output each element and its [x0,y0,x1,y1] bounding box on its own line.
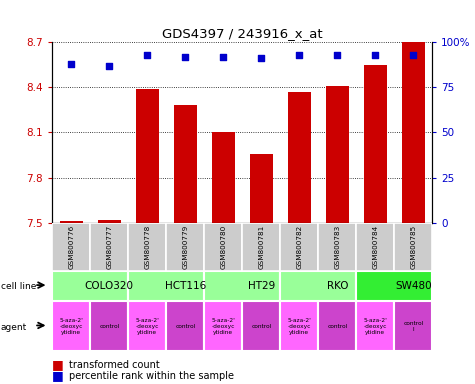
Bar [166,223,204,271]
Bar [356,271,432,301]
Bar [128,301,166,351]
Bar [394,301,432,351]
Text: GSM800782: GSM800782 [296,225,302,269]
Point [181,54,189,60]
Text: control
l: control l [403,321,423,332]
Point [105,63,113,69]
Bar [242,301,280,351]
Point [333,52,341,58]
Bar [204,301,242,351]
Point [257,55,265,61]
Text: control: control [327,324,347,329]
Text: 5-aza-2'
-deoxyc
ytidine: 5-aza-2' -deoxyc ytidine [363,318,387,335]
Text: GSM800785: GSM800785 [410,225,416,269]
Bar [128,223,166,271]
Text: GSM800776: GSM800776 [68,225,74,269]
Bar [136,89,159,384]
Bar [90,223,128,271]
Point [371,52,379,58]
Bar [280,223,318,271]
Bar [250,154,273,384]
Bar [280,271,356,301]
Text: GSM800783: GSM800783 [334,225,340,269]
Text: 5-aza-2'
-deoxyc
ytidine: 5-aza-2' -deoxyc ytidine [59,318,83,335]
Text: GSM800778: GSM800778 [144,225,150,269]
Text: HT29: HT29 [247,281,275,291]
Bar [166,301,204,351]
Text: 5-aza-2'
-deoxyc
ytidine: 5-aza-2' -deoxyc ytidine [211,318,235,335]
Bar [204,271,280,301]
Bar [326,86,349,384]
Bar [174,106,197,384]
Title: GDS4397 / 243916_x_at: GDS4397 / 243916_x_at [162,26,323,40]
Text: GSM800780: GSM800780 [220,225,226,269]
Bar [52,271,128,301]
Bar [98,220,121,384]
Point [409,52,417,58]
Bar [356,301,394,351]
Bar [280,301,318,351]
Text: control: control [99,324,119,329]
Bar [318,223,356,271]
Point [67,61,75,67]
Text: control: control [251,324,271,329]
Bar [394,223,432,271]
Text: control: control [175,324,195,329]
Bar [212,132,235,384]
Text: GSM800779: GSM800779 [182,225,188,269]
Bar [318,301,356,351]
Text: HCT116: HCT116 [165,281,206,291]
Bar [52,301,90,351]
Text: GSM800784: GSM800784 [372,225,378,269]
Text: transformed count: transformed count [69,360,160,370]
Point [219,54,227,60]
Text: percentile rank within the sample: percentile rank within the sample [69,371,234,381]
Bar [204,223,242,271]
Bar [128,271,204,301]
Text: agent: agent [1,323,27,332]
Bar [356,223,394,271]
Bar [52,223,90,271]
Bar [402,42,425,384]
Bar [242,223,280,271]
Text: SW480: SW480 [395,281,432,291]
Text: GSM800781: GSM800781 [258,225,264,269]
Text: 5-aza-2'
-deoxyc
ytidine: 5-aza-2' -deoxyc ytidine [135,318,159,335]
Point [143,52,151,58]
Point [295,52,303,58]
Text: ■: ■ [52,358,64,371]
Bar [60,221,83,384]
Text: GSM800777: GSM800777 [106,225,112,269]
Text: 5-aza-2'
-deoxyc
ytidine: 5-aza-2' -deoxyc ytidine [287,318,311,335]
Bar [364,65,387,384]
Text: RKO: RKO [326,281,348,291]
Text: cell line: cell line [1,282,36,291]
Text: COLO320: COLO320 [85,281,134,291]
Text: ■: ■ [52,369,64,382]
Bar [90,301,128,351]
Bar [288,92,311,384]
